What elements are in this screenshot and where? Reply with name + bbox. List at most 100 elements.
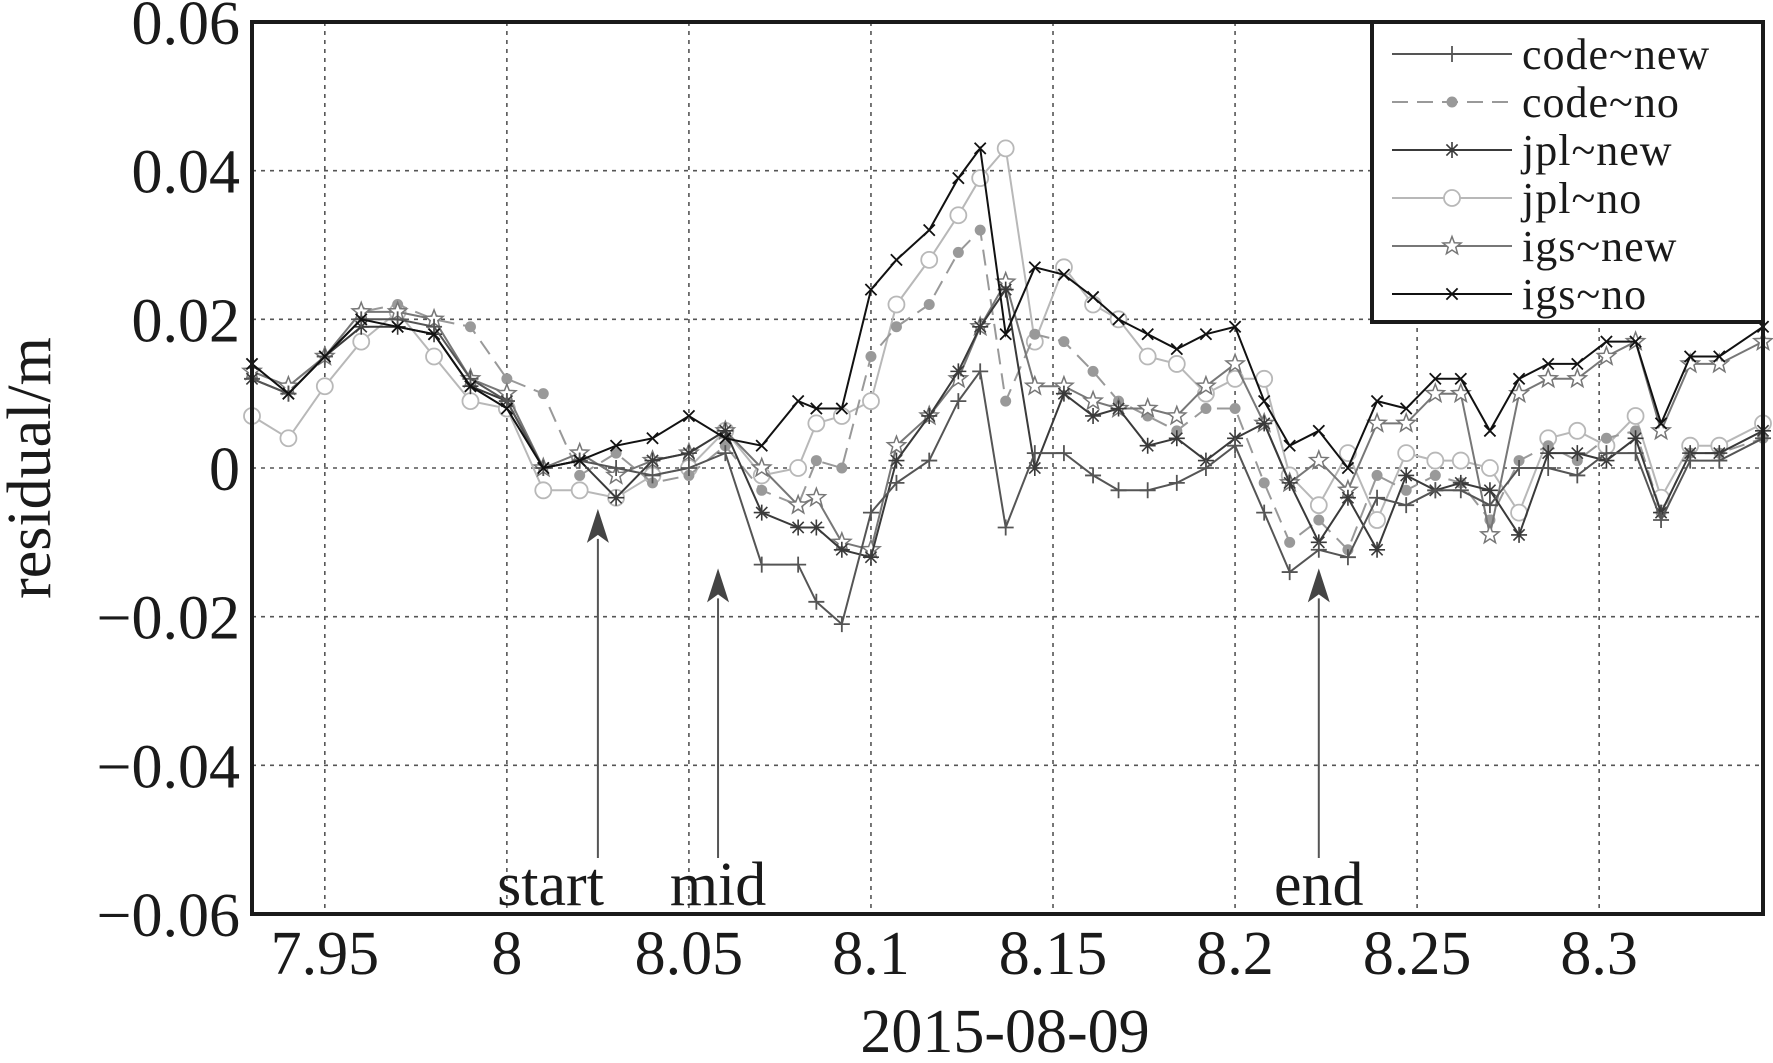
- data-point: [1682, 452, 1699, 469]
- legend-item: code~new: [1392, 30, 1710, 79]
- data-point: [1598, 445, 1615, 462]
- data-point: [1440, 234, 1464, 256]
- x-tick-label: 8: [491, 920, 522, 988]
- data-point: [1711, 452, 1728, 469]
- data-point: [573, 454, 586, 467]
- data-point: [608, 489, 625, 506]
- data-point: [1228, 320, 1242, 334]
- data-point: [996, 139, 1015, 158]
- data-point: [1310, 541, 1327, 558]
- data-point: [808, 593, 825, 610]
- data-point: [950, 393, 967, 410]
- legend-label: code~new: [1522, 30, 1710, 79]
- annotation-label-end: end: [1274, 851, 1364, 919]
- data-point: [1427, 482, 1444, 499]
- x-tick-label: 8.1: [832, 920, 910, 988]
- data-point: [609, 439, 623, 452]
- x-tick-label: 8.2: [1196, 920, 1274, 988]
- data-point: [755, 439, 768, 452]
- data-point: [791, 394, 805, 408]
- data-point: [426, 318, 443, 335]
- data-point: [717, 445, 734, 462]
- data-point: [862, 549, 879, 566]
- series-line: [251, 227, 1764, 552]
- data-point: [1369, 541, 1386, 558]
- data-point: [1139, 437, 1156, 454]
- data-point: [1085, 467, 1102, 484]
- data-point: [1595, 344, 1618, 366]
- data-point: [1600, 432, 1612, 444]
- data-point: [1370, 394, 1384, 408]
- data-point: [1541, 357, 1555, 371]
- data-point: [1029, 328, 1041, 340]
- data-point: [1452, 482, 1469, 499]
- data-point: [464, 321, 476, 333]
- y-tick-label: −0.04: [97, 733, 240, 801]
- x-tick-label: 8.05: [635, 920, 744, 988]
- data-point: [608, 460, 625, 476]
- data-point: [1283, 439, 1296, 452]
- data-point: [389, 311, 406, 328]
- data-point: [1168, 474, 1185, 491]
- data-point: [1257, 394, 1271, 408]
- data-point: [1026, 460, 1043, 476]
- legend-label: code~no: [1522, 78, 1680, 127]
- data-point: [1055, 385, 1072, 402]
- y-axis-title: residual/m: [0, 337, 64, 599]
- data-point: [920, 250, 939, 269]
- data-point: [425, 347, 443, 366]
- y-tick-label: −0.02: [97, 585, 240, 653]
- series-igs-no: [245, 142, 1770, 475]
- data-point: [888, 452, 905, 469]
- data-point: [1339, 489, 1356, 506]
- data-point: [318, 350, 332, 363]
- data-point: [610, 447, 622, 459]
- data-point: [1368, 511, 1386, 529]
- data-point: [790, 556, 807, 573]
- data-point: [574, 469, 586, 481]
- data-point: [282, 387, 295, 400]
- data-point: [1028, 261, 1042, 274]
- data-point: [1281, 564, 1298, 581]
- data-point: [1339, 549, 1356, 566]
- data-point: [949, 206, 968, 225]
- y-tick-label: 0.04: [132, 139, 241, 207]
- legend-label: igs~new: [1522, 222, 1677, 271]
- data-point: [1026, 445, 1043, 462]
- data-point: [570, 481, 589, 500]
- data-point: [464, 379, 477, 393]
- data-point: [835, 402, 849, 415]
- data-point: [1369, 489, 1386, 506]
- data-point: [1284, 536, 1296, 548]
- data-point: [1397, 444, 1416, 463]
- data-point: [680, 460, 697, 476]
- data-point: [836, 462, 848, 474]
- annotations: start mid end: [497, 508, 1364, 919]
- data-point: [1139, 482, 1156, 499]
- data-point: [1512, 372, 1526, 386]
- data-point: [805, 486, 828, 508]
- data-point: [864, 283, 878, 296]
- data-point: [537, 388, 549, 400]
- y-tick-label: −0.06: [97, 882, 240, 950]
- data-point: [1256, 504, 1273, 521]
- y-tick-label: 0.02: [132, 287, 241, 355]
- data-point: [1112, 313, 1125, 326]
- data-point: [1307, 448, 1330, 470]
- data-point: [498, 393, 515, 410]
- data-point: [807, 414, 826, 433]
- data-point: [1058, 336, 1070, 348]
- data-point: [1649, 419, 1673, 441]
- data-point: [1483, 424, 1497, 438]
- data-point: [997, 281, 1014, 298]
- data-point: [1571, 357, 1584, 371]
- data-point: [888, 474, 905, 491]
- data-point: [1256, 415, 1273, 432]
- data-point: [790, 519, 807, 536]
- data-point: [1227, 437, 1244, 454]
- data-point: [354, 313, 368, 326]
- data-point: [1708, 352, 1731, 374]
- data-point: [787, 493, 810, 515]
- data-point: [1540, 460, 1557, 476]
- data-point: [1399, 402, 1413, 415]
